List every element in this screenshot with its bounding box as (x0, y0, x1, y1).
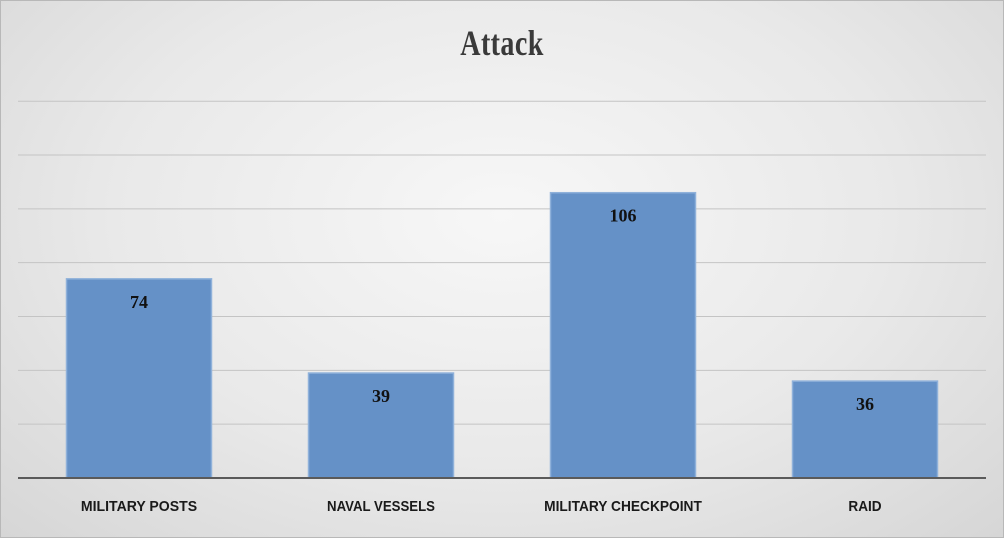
data-label: 74 (130, 292, 148, 312)
x-tick-label-group: MILITARY POSTS NAVAL VESSELS MILITARY CHEC… (81, 498, 882, 515)
x-tick-label: NAVAL VESSELS (327, 498, 435, 515)
bar-group (65, 191, 939, 479)
bar (791, 380, 939, 479)
bar (549, 191, 697, 479)
data-label: 106 (610, 206, 637, 226)
x-tick-label: MILITARY POSTS (81, 498, 197, 515)
x-tick-label: MILITARY CHECKPOINT (544, 498, 702, 515)
x-tick-label: RAID (848, 498, 881, 515)
chart-title: Attack (460, 23, 544, 63)
data-label: 36 (856, 394, 874, 414)
bar (65, 278, 213, 479)
data-label-group: 74 39 106 36 (130, 206, 874, 414)
data-label: 39 (372, 386, 390, 406)
